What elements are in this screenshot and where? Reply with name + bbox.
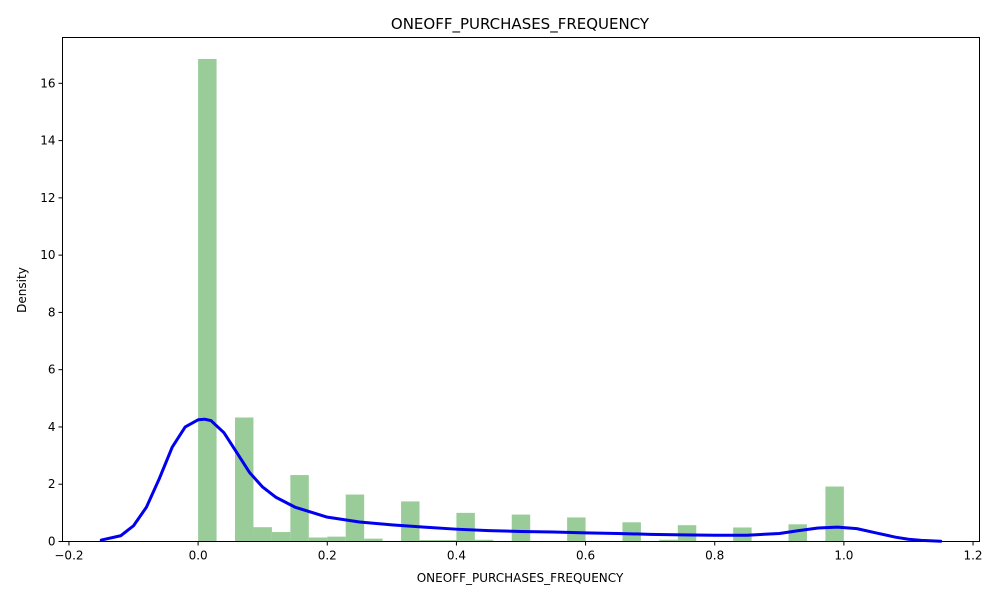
y-tick-label: 2 [48, 477, 56, 491]
histogram-bar [456, 512, 475, 542]
y-tick-label: 8 [48, 305, 56, 319]
x-axis-ticks: −0.2 0.0 0.2 0.4 0.6 0.8 1.0 1.2 [54, 541, 983, 563]
y-axis-label: Density [15, 267, 29, 313]
y-tick-label: 4 [48, 420, 56, 434]
histogram-bar [198, 58, 217, 542]
x-tick-label: 1.2 [963, 549, 982, 563]
histogram-bar [659, 539, 678, 542]
x-tick-label: 0.6 [576, 549, 595, 563]
histogram-bar [437, 540, 457, 542]
histogram-bars [198, 58, 844, 542]
histogram-bar [511, 514, 531, 542]
x-tick-label: 0.2 [318, 549, 337, 563]
x-tick-label: 0.0 [189, 549, 208, 563]
kde-curve [99, 417, 943, 543]
y-tick-label: 10 [40, 248, 55, 262]
histogram-bar [327, 536, 346, 542]
chart-title: ONEOFF_PURCHASES_FREQUENCY [391, 15, 650, 34]
y-tick-label: 0 [48, 535, 56, 549]
y-tick-label: 16 [40, 76, 55, 90]
histogram-bar [271, 532, 291, 542]
histogram-bar [677, 525, 697, 542]
histogram-bar [622, 522, 641, 542]
y-tick-label: 12 [40, 191, 55, 205]
histogram-bar [253, 527, 272, 542]
x-axis-label: ONEOFF_PURCHASES_FREQUENCY [417, 571, 624, 585]
y-axis-ticks: 0 2 4 6 8 10 12 14 16 [40, 76, 63, 549]
histogram-bar [825, 486, 844, 542]
histogram-bar [401, 501, 420, 542]
histogram-bar [345, 494, 365, 542]
kde-curve-group [99, 417, 943, 543]
histogram-bar [419, 540, 438, 542]
y-tick-label: 6 [48, 363, 56, 377]
x-tick-label: 0.8 [705, 549, 724, 563]
histogram-bar [364, 538, 383, 542]
plot-frame [62, 37, 980, 542]
histogram-bar [235, 417, 254, 542]
histogram-bar [788, 524, 807, 542]
y-tick-label: 14 [40, 134, 55, 148]
histogram-bar [308, 537, 328, 542]
x-tick-label: 0.4 [447, 549, 466, 563]
x-tick-label: −0.2 [54, 549, 83, 563]
histogram-bar [474, 539, 494, 542]
histogram-bar [567, 517, 586, 542]
x-tick-label: 1.0 [834, 549, 853, 563]
